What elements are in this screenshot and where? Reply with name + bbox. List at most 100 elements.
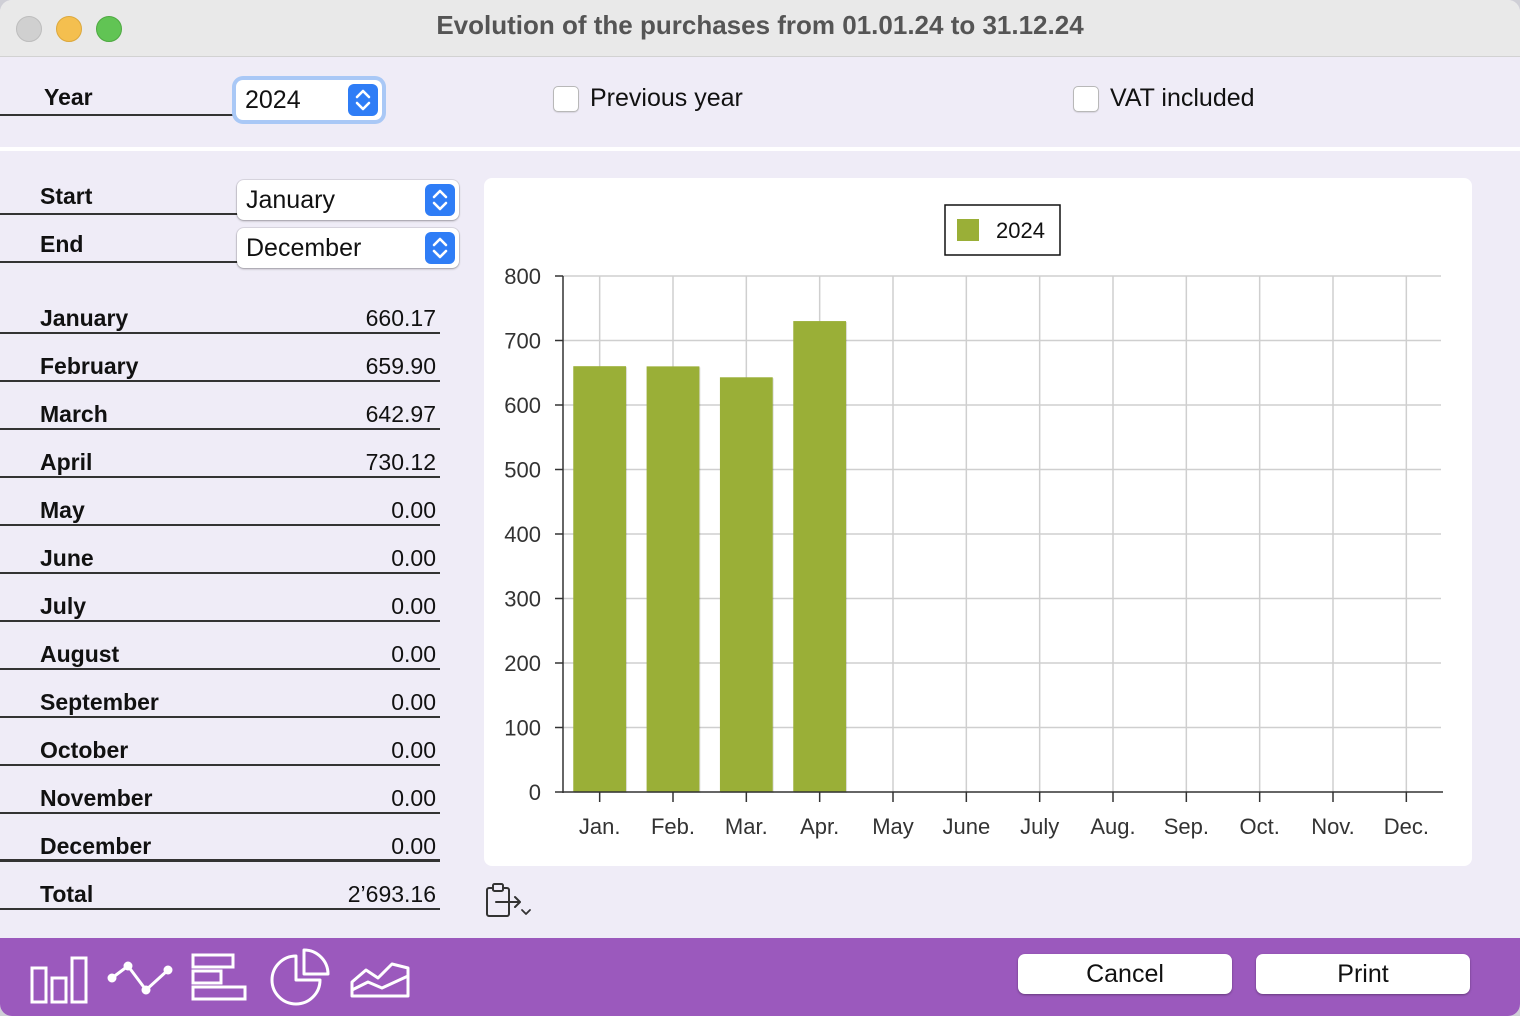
bottom-toolbar: Cancel Print: [0, 938, 1520, 1016]
month-value: 0.00: [391, 785, 436, 811]
month-value: 660.17: [365, 305, 436, 331]
start-label-underline: [0, 213, 238, 215]
start-month-select[interactable]: January: [237, 180, 459, 220]
x-tick-label: Mar.: [725, 814, 768, 839]
month-name: September: [40, 689, 159, 715]
month-name: February: [40, 353, 139, 379]
y-tick-label: 500: [504, 458, 541, 483]
legend-swatch: [957, 219, 979, 241]
end-month-select[interactable]: December: [237, 228, 459, 268]
y-tick-label: 600: [504, 393, 541, 418]
month-row-underline: [0, 764, 440, 766]
pie-chart-icon[interactable]: [266, 946, 334, 1013]
zoom-window-button[interactable]: [96, 16, 122, 42]
x-tick-label: June: [942, 814, 990, 839]
y-tick-label: 400: [504, 522, 541, 547]
month-row-underline: [0, 620, 440, 622]
total-value: 2’693.16: [347, 881, 436, 907]
y-tick-label: 700: [504, 329, 541, 354]
previous-year-label: Previous year: [590, 84, 743, 112]
x-tick-label: Nov.: [1311, 814, 1355, 839]
month-value: 0.00: [391, 545, 436, 571]
close-window-button[interactable]: [16, 16, 42, 42]
cancel-button[interactable]: Cancel: [1018, 954, 1232, 994]
month-name: January: [40, 305, 129, 331]
x-tick-label: Sep.: [1164, 814, 1209, 839]
month-row-underline: [0, 716, 440, 718]
area-chart-icon[interactable]: [346, 946, 414, 1013]
title-bar: Evolution of the purchases from 01.01.24…: [0, 0, 1520, 57]
month-row-underline: [0, 524, 440, 526]
x-tick-label: Apr.: [800, 814, 839, 839]
year-select-value: 2024: [245, 86, 301, 114]
month-name: July: [40, 593, 87, 619]
month-value: 0.00: [391, 689, 436, 715]
bar: [573, 366, 627, 792]
separator: [0, 147, 1520, 151]
total-label: Total: [40, 881, 94, 907]
x-tick-label: Jan.: [579, 814, 621, 839]
x-tick-label: July: [1020, 814, 1059, 839]
y-tick-label: 300: [504, 587, 541, 612]
year-select[interactable]: 2024: [236, 80, 382, 120]
end-label-underline: [0, 261, 238, 263]
y-tick-label: 200: [504, 651, 541, 676]
window-title: Evolution of the purchases from 01.01.24…: [436, 10, 1084, 40]
month-name: October: [40, 737, 129, 763]
month-value: 0.00: [391, 593, 436, 619]
y-tick-label: 100: [504, 716, 541, 741]
month-row-underline: [0, 380, 440, 382]
x-tick-label: Dec.: [1384, 814, 1429, 839]
month-value: 0.00: [391, 641, 436, 667]
minimize-window-button[interactable]: [56, 16, 82, 42]
end-month-value: December: [246, 234, 362, 262]
vat-included-checkbox[interactable]: [1073, 86, 1099, 112]
clipboard-export-icon[interactable]: [484, 882, 534, 920]
month-name: December: [40, 833, 152, 859]
bar: [646, 366, 700, 792]
month-row-underline: [0, 572, 440, 574]
print-button[interactable]: Print: [1256, 954, 1470, 994]
total-double-rule: [0, 859, 440, 861]
total-underline: [0, 908, 440, 910]
bar: [793, 321, 847, 792]
bar: [719, 377, 773, 792]
month-name: March: [40, 401, 108, 427]
previous-year-checkbox[interactable]: [553, 86, 579, 112]
end-stepper-icon[interactable]: [425, 232, 455, 264]
month-value: 642.97: [365, 401, 436, 427]
month-name: June: [40, 545, 94, 571]
month-row-underline: [0, 812, 440, 814]
month-row-underline: [0, 860, 440, 862]
x-tick-label: Feb.: [651, 814, 695, 839]
line-chart-icon[interactable]: [106, 946, 174, 1013]
horizontal-bar-chart-icon[interactable]: [186, 946, 254, 1013]
x-tick-label: Aug.: [1090, 814, 1135, 839]
end-label: End: [40, 231, 84, 257]
bar-chart-icon[interactable]: [26, 946, 94, 1013]
month-name: April: [40, 449, 93, 475]
start-stepper-icon[interactable]: [425, 184, 455, 216]
month-value: 0.00: [391, 833, 436, 859]
month-value: 659.90: [365, 353, 436, 379]
x-tick-label: Oct.: [1239, 814, 1279, 839]
y-tick-label: 0: [529, 780, 541, 805]
year-label-underline: [0, 114, 236, 116]
month-name: November: [40, 785, 153, 811]
month-row-underline: [0, 668, 440, 670]
month-value: 730.12: [365, 449, 436, 475]
y-tick-label: 800: [504, 264, 541, 289]
month-value: 0.00: [391, 497, 436, 523]
month-row-underline: [0, 428, 440, 430]
chart-panel: 0 100 200 300 400 500 600 700 800 Jan. Feb. Mar. Apr…: [484, 178, 1472, 866]
year-label: Year: [44, 84, 93, 110]
filter-bar: Year 2024 Previous year VAT included: [0, 57, 1520, 147]
start-month-value: January: [246, 186, 335, 214]
start-label: Start: [40, 183, 93, 209]
month-value: 0.00: [391, 737, 436, 763]
legend-label: 2024: [996, 218, 1045, 243]
bar-chart: 0 100 200 300 400 500 600 700 800 Jan. Feb. Mar. Apr…: [504, 204, 1443, 839]
year-stepper-icon[interactable]: [348, 84, 378, 116]
vat-included-label: VAT included: [1110, 84, 1255, 112]
